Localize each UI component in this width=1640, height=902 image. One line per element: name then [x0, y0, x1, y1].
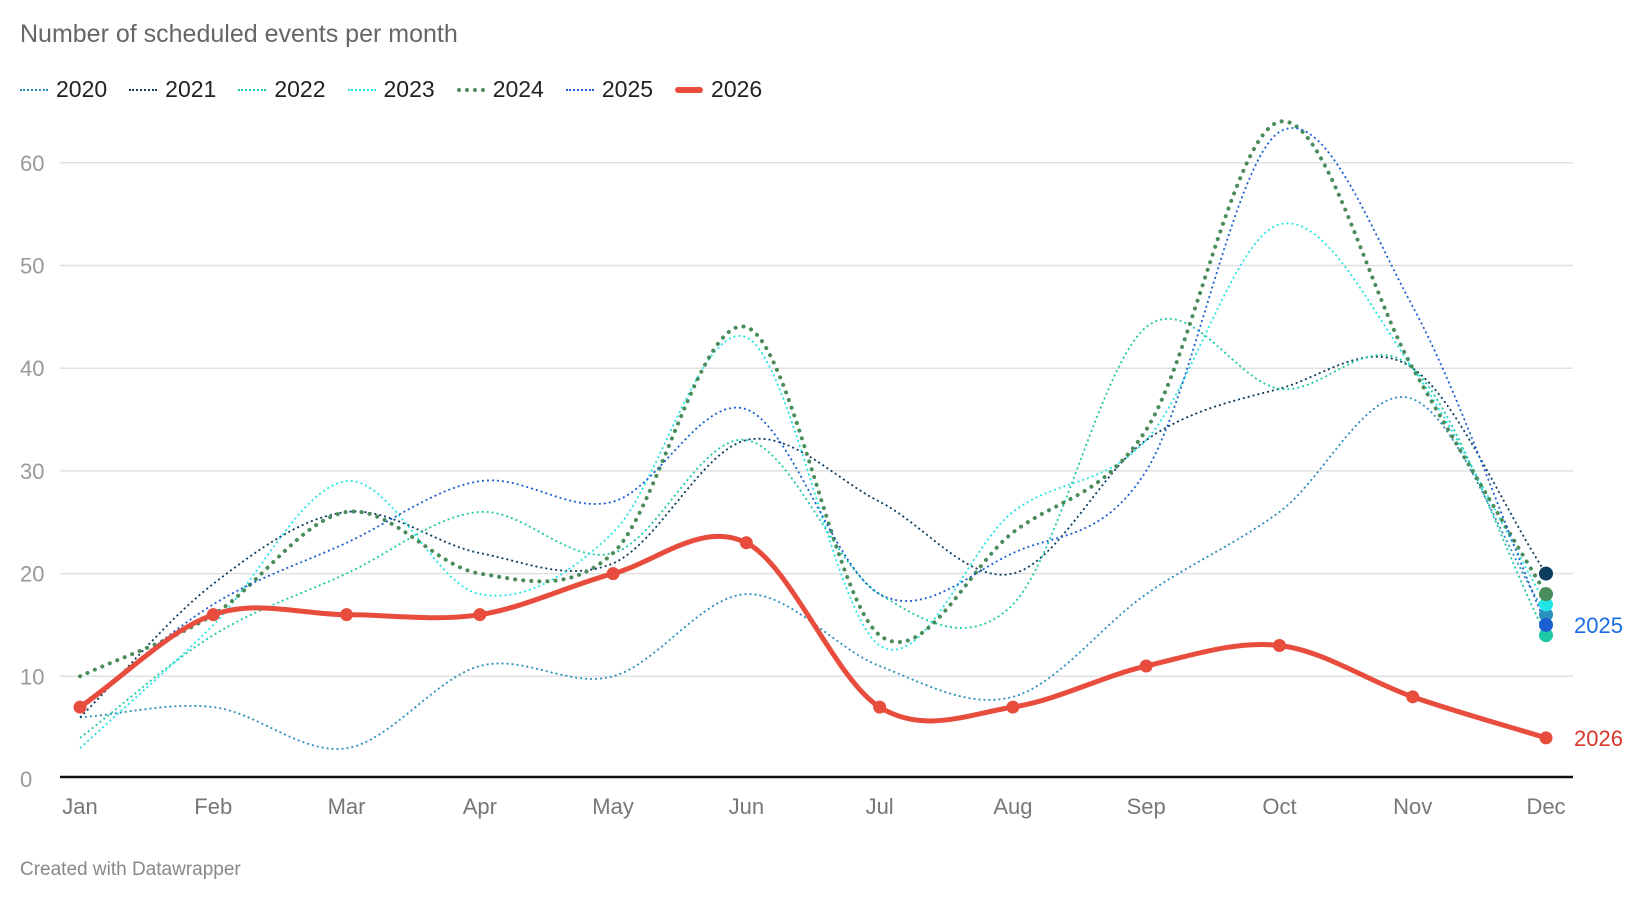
legend-label: 2026: [711, 76, 763, 102]
data-point-2026: [1272, 638, 1286, 652]
data-point-2026: [873, 700, 887, 714]
chart-title: Number of scheduled events per month: [20, 20, 458, 48]
x-tick-label: Sep: [1127, 794, 1166, 819]
end-point-2022: [1539, 628, 1553, 643]
series-line-2022: [79, 318, 1547, 739]
legend-item-2023: 2023: [347, 76, 435, 103]
data-point-2026: [73, 700, 87, 714]
legend-label: 2021: [165, 76, 217, 102]
data-point-2026: [739, 536, 753, 550]
legend-item-2026: 2026: [675, 76, 762, 103]
end-point-2023: [1539, 597, 1553, 612]
legend-label: 2020: [56, 76, 108, 102]
x-tick-label: Nov: [1393, 794, 1432, 819]
legend-label: 2025: [601, 76, 654, 102]
legend-item-2022: 2022: [238, 76, 326, 103]
end-point-2024: [1539, 587, 1553, 602]
y-tick-label: 30: [20, 459, 44, 484]
end-point-2020: [1539, 607, 1553, 622]
series-line-2021: [79, 355, 1547, 719]
data-point-2026: [1006, 700, 1020, 714]
y-tick-label: 50: [20, 254, 44, 279]
end-point-2021: [1539, 566, 1553, 581]
y-tick-label: 20: [20, 562, 44, 587]
x-tick-label: Jan: [62, 794, 97, 819]
data-point-2026: [606, 567, 620, 581]
footer-credit: Created with Datawrapper: [20, 859, 241, 880]
x-tick-label: Jun: [729, 794, 764, 819]
y-tick-label: 60: [20, 151, 44, 176]
x-tick-label: Dec: [1526, 794, 1565, 819]
y-tick-label: 40: [20, 356, 44, 381]
legend-item-2024: 2024: [456, 76, 544, 103]
x-tick-label: Feb: [194, 794, 232, 819]
legend-item-2025: 2025: [565, 76, 654, 103]
legend-label: 2024: [492, 76, 544, 102]
chart-legend: 2020 2021 2022 2023 2024 2025 2026: [20, 76, 762, 103]
legend-swatch: [20, 88, 48, 91]
data-point-2026: [1539, 731, 1553, 745]
end-label-2025: 2025: [1574, 613, 1623, 638]
series-line-2024: [78, 119, 1548, 679]
legend-swatch: [565, 88, 594, 91]
end-point-2025: [1539, 617, 1553, 632]
legend-item-2020: 2020: [20, 76, 107, 103]
series-line-2026: [77, 533, 1549, 741]
data-point-2026: [206, 608, 220, 622]
series-line-2020: [79, 396, 1547, 750]
legend-swatch: [347, 88, 376, 91]
legend-swatch: [456, 87, 485, 92]
data-point-2026: [340, 608, 354, 622]
x-tick-label: May: [592, 794, 634, 819]
data-point-2026: [1139, 659, 1153, 673]
end-label-2026: 2026: [1574, 726, 1623, 751]
x-tick-label: Aug: [993, 794, 1032, 819]
legend-swatch: [675, 86, 704, 93]
series-line-2023: [79, 222, 1547, 749]
x-tick-label: Jul: [866, 794, 894, 819]
x-tick-label: Apr: [463, 794, 497, 819]
x-tick-label: Mar: [328, 794, 366, 819]
legend-item-2021: 2021: [129, 76, 216, 103]
x-tick-label: Oct: [1262, 794, 1296, 819]
legend-swatch: [129, 88, 158, 91]
y-tick-label: 10: [20, 664, 44, 689]
legend-swatch: [238, 88, 267, 91]
data-point-2026: [1406, 690, 1420, 704]
y-tick-label: 0: [20, 767, 32, 792]
legend-label: 2023: [383, 76, 435, 102]
data-point-2026: [473, 608, 487, 622]
legend-label: 2022: [274, 76, 326, 102]
